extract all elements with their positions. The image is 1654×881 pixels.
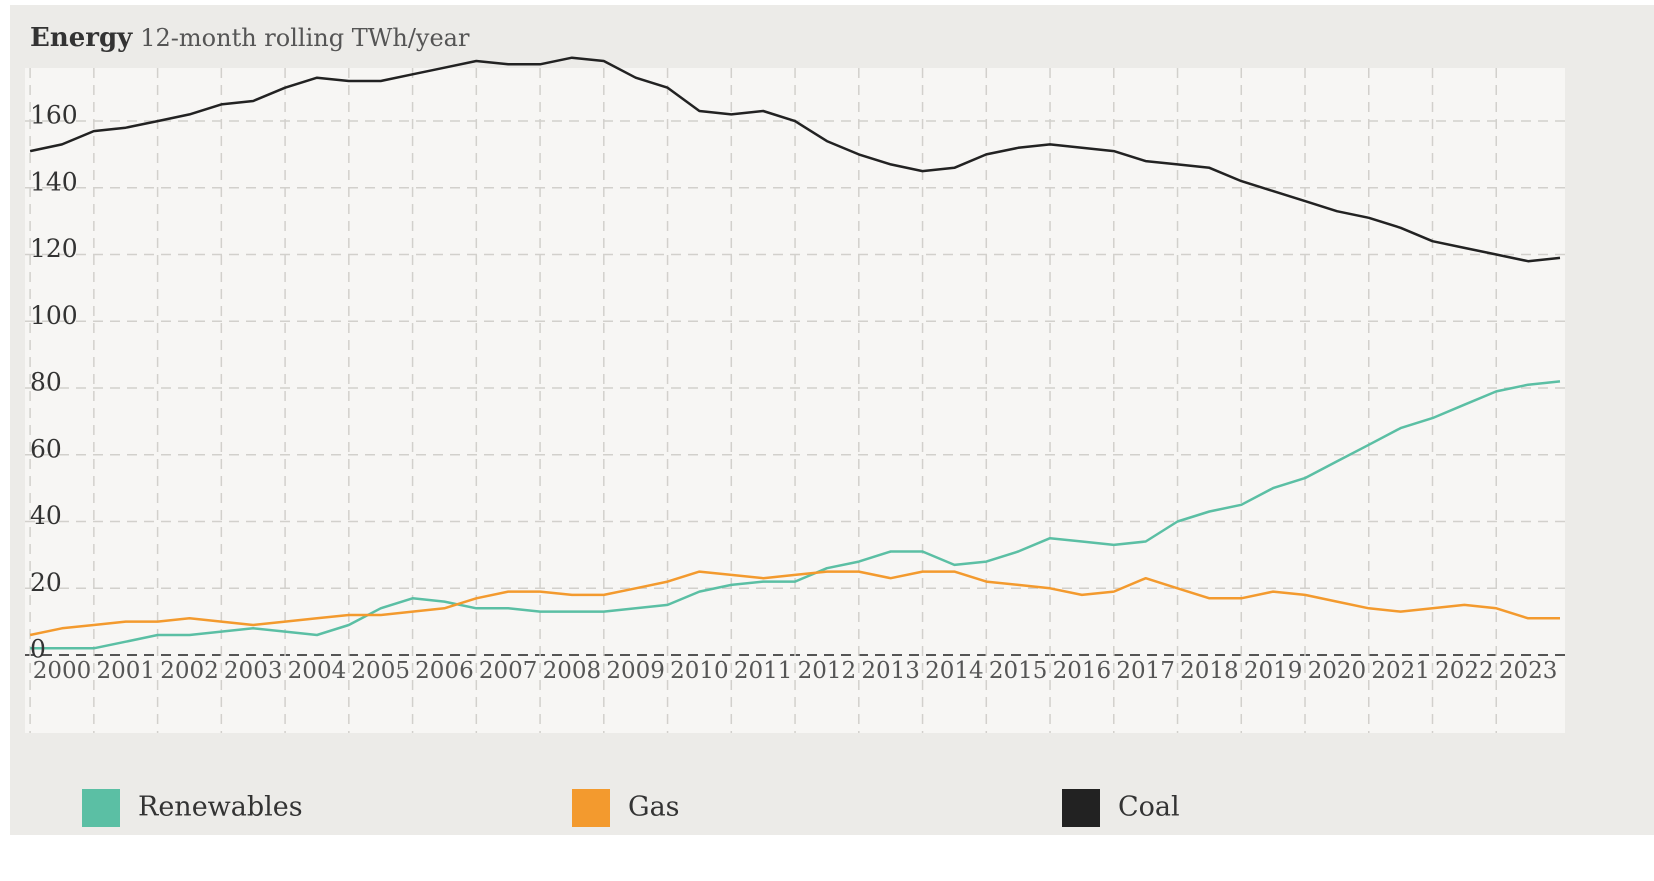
x-tick-label: 2005	[351, 658, 410, 684]
legend-swatch	[1062, 789, 1100, 827]
series-line	[30, 380, 1561, 650]
x-tick-label: 2023	[1499, 658, 1558, 684]
chart-subtitle: 12-month rolling TWh/year	[140, 24, 470, 52]
y-tick-label: 140	[30, 167, 78, 196]
x-tick-label: 2018	[1180, 658, 1239, 684]
y-tick-label: 60	[30, 434, 62, 463]
legend: Renewables Gas Coal	[82, 789, 1180, 827]
x-tick-label: 2001	[96, 658, 155, 684]
legend-swatch	[572, 789, 610, 827]
x-tick-label: 2019	[1244, 658, 1303, 684]
x-tick-label: 2020	[1308, 658, 1367, 684]
grid	[25, 68, 1565, 733]
x-tick-label: 2016	[1053, 658, 1112, 684]
chart-title: Energy	[30, 23, 133, 53]
x-tick-label: 2000	[33, 658, 92, 684]
x-tick-label: 2006	[415, 658, 474, 684]
y-tick-label: 80	[30, 368, 62, 397]
legend-label: Gas	[628, 792, 680, 823]
y-tick-label: 0	[30, 635, 46, 664]
y-tick-label: 20	[30, 568, 62, 597]
x-tick-label: 2004	[288, 658, 347, 684]
x-tick-label: 2021	[1371, 658, 1430, 684]
series-line	[29, 56, 1561, 263]
y-tick-label: 120	[30, 234, 78, 263]
x-tick-label: 2011	[734, 658, 793, 684]
x-tick-label: 2010	[670, 658, 729, 684]
legend-label: Renewables	[138, 792, 303, 823]
x-tick-label: 2015	[989, 658, 1048, 684]
x-tick-label: 2002	[160, 658, 219, 684]
legend-swatch	[82, 789, 120, 827]
x-tick-label: 2012	[798, 658, 857, 684]
x-tick-label: 2008	[543, 658, 602, 684]
y-tick-label: 100	[30, 301, 78, 330]
series-line	[29, 570, 1560, 637]
x-tick-label: 2003	[224, 658, 283, 684]
title-group: Energy 12-month rolling TWh/year	[30, 23, 470, 53]
x-tick-label: 2017	[1116, 658, 1175, 684]
legend-label: Coal	[1118, 792, 1180, 823]
y-tick-label: 160	[30, 101, 78, 130]
x-tick-label: 2007	[479, 658, 538, 684]
x-tick-label: 2022	[1435, 658, 1494, 684]
y-tick-label: 40	[30, 501, 62, 530]
x-tick-label: 2009	[606, 658, 665, 684]
lines	[29, 56, 1561, 650]
x-tick-label: 2014	[925, 658, 984, 684]
x-tick-label: 2013	[861, 658, 920, 684]
